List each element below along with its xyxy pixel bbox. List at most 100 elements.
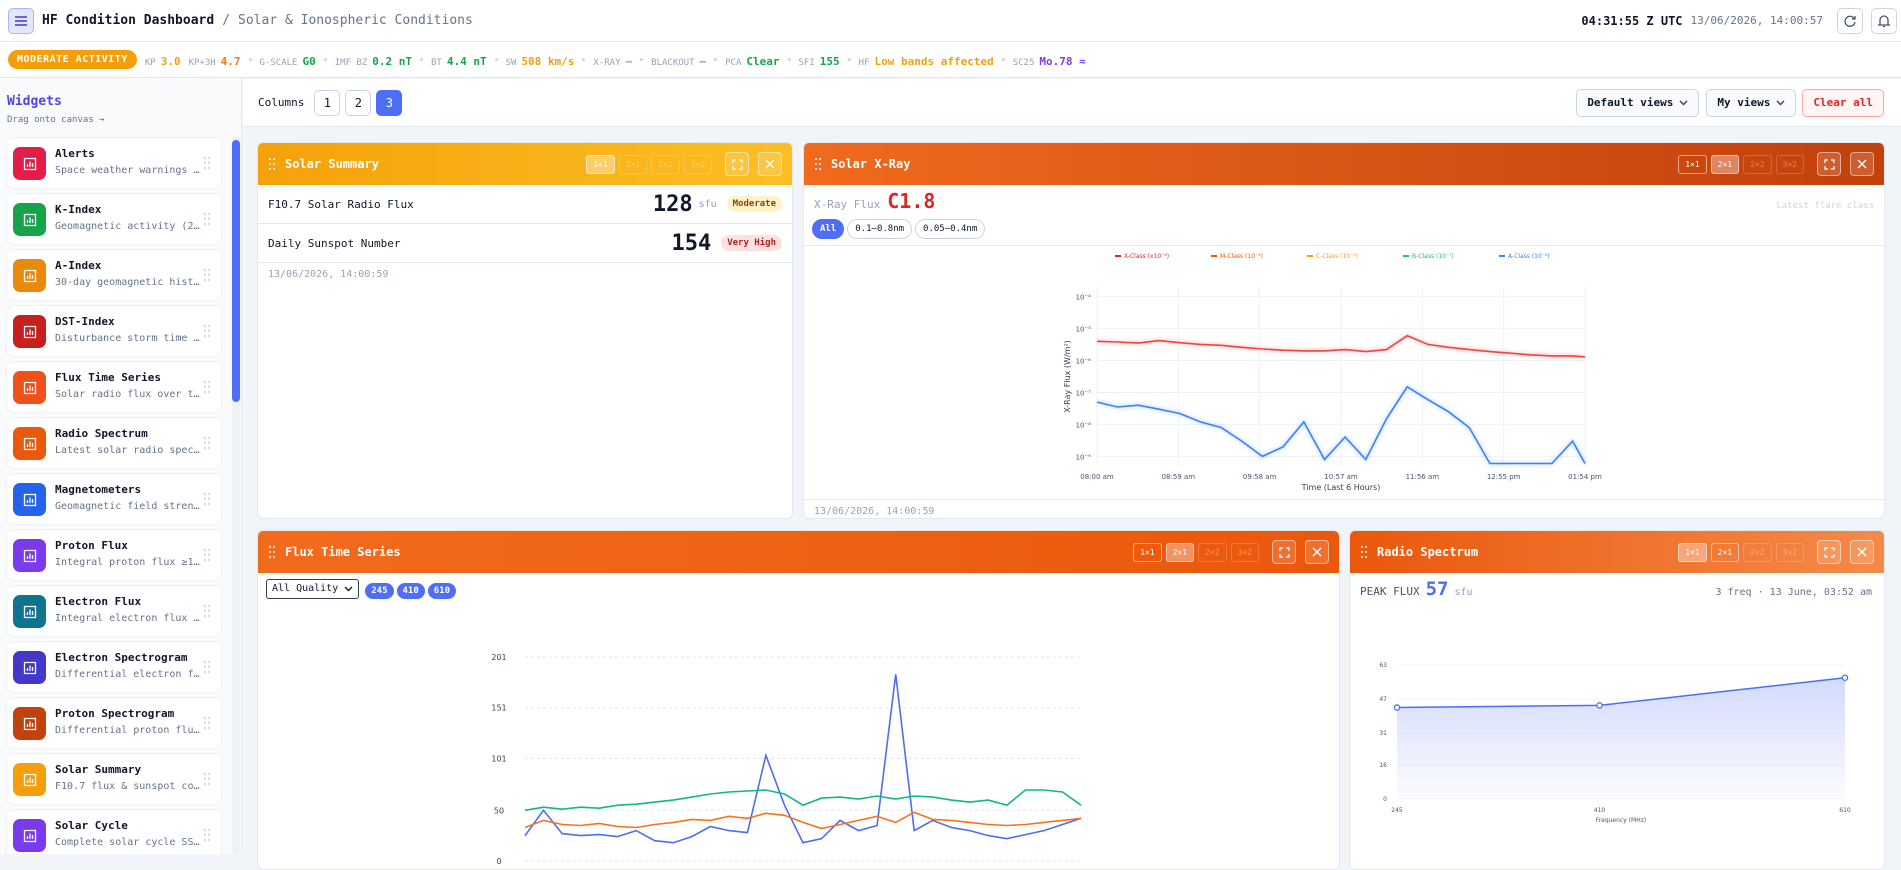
y-tick-label: 201 [491, 653, 506, 662]
widget-name: Proton Spectrogram [55, 707, 175, 720]
size-button: 3×2 [1230, 542, 1259, 562]
series-badge[interactable]: 245 [365, 583, 394, 599]
widget-card[interactable]: Electron Flux Integral electron flux … [6, 585, 222, 637]
close-button[interactable] [758, 152, 782, 176]
status-item: HF Low bands affected [859, 50, 994, 69]
filter-pill[interactable]: 0.05–0.4nm [915, 219, 986, 239]
grip-dot [203, 161, 207, 165]
grip-dot [203, 726, 207, 730]
grip-dot [203, 833, 207, 837]
filter-pill[interactable]: All [812, 219, 845, 239]
status-value: Clear [746, 55, 780, 68]
solar-summary-widget: Solar Summary 1×1 2×1 2×2 3×2 F10.7 Solar Rad… [257, 142, 793, 519]
filter-pill[interactable]: 0.1–0.8nm [847, 219, 913, 239]
grip-dot [207, 436, 211, 440]
widget-card[interactable]: A-Index 30-day geomagnetic hist… [6, 249, 222, 301]
column-button[interactable]: 3 [376, 89, 403, 116]
widget-sidebar: Widgets Drag onto canvas → Alerts Space w… [0, 78, 242, 854]
glyph-shape [23, 549, 36, 562]
expand-button[interactable] [1272, 540, 1296, 564]
widget-card[interactable]: DST-Index Disturbance storm time … [6, 305, 222, 357]
expand-button[interactable] [1817, 540, 1841, 564]
widget-icon [13, 651, 46, 684]
flux-class: C1.8 [887, 189, 936, 213]
views-dropdown[interactable]: My views [1706, 88, 1797, 117]
grip-dot [207, 324, 211, 328]
widget-icon [13, 315, 46, 348]
x-tick-label: 610 [1839, 807, 1851, 814]
y-tick-label: 151 [491, 704, 506, 713]
widget-card[interactable]: Solar Cycle Complete solar cycle SS… [6, 809, 222, 854]
size-button[interactable]: 2×1 [1165, 542, 1195, 562]
y-tick-label: 16 [1379, 762, 1387, 769]
row-badge: Very High [721, 235, 782, 251]
widget-description: Integral electron flux … [55, 613, 200, 624]
x-tick-label: 12:55 pm [1487, 473, 1521, 481]
expand-button[interactable] [1817, 152, 1841, 176]
grip-dot [207, 268, 211, 272]
status-label: KP+3H [188, 58, 216, 68]
scrollbar-thumb[interactable] [232, 140, 240, 402]
glyph-shape [23, 325, 36, 338]
widget-name: Flux Time Series [55, 371, 161, 384]
size-button[interactable]: 1×1 [1678, 154, 1707, 174]
flux-readout: X-Ray Flux C1.8 Latest flare class [804, 185, 1884, 213]
series-badge[interactable]: 610 [427, 583, 457, 599]
widget-card[interactable]: Proton Flux Integral proton flux ≥1… [6, 529, 222, 581]
size-buttons: 1×1 2×1 2×2 3×2 [1133, 542, 1259, 562]
widget-card[interactable]: Magnetometers Geomagnetic field stren… [6, 473, 222, 525]
glyph-shape [23, 605, 36, 618]
grip-dot [203, 380, 207, 384]
grip-dot [203, 324, 207, 328]
chevron-icon [344, 586, 353, 591]
legend-label: A-Class (10⁻⁸) [1508, 253, 1550, 260]
series-badge[interactable]: 410 [396, 583, 425, 599]
grip-dot [207, 222, 211, 226]
grip-dot [207, 212, 211, 216]
close-button[interactable] [1850, 152, 1874, 176]
drag-handle [203, 156, 211, 170]
size-button[interactable]: 1×1 [1678, 542, 1707, 562]
widget-glyph [23, 437, 36, 450]
summary-row: F10.7 Solar Radio Flux 128 sfu Moderate [258, 185, 792, 224]
flux-label: X-Ray Flux [814, 198, 881, 211]
glyph-shape [23, 213, 36, 226]
flux-controls: All Quality 245 410 610 [258, 573, 1339, 599]
widget-card[interactable]: Alerts Space weather warnings … [6, 137, 222, 189]
expand-button[interactable] [725, 152, 749, 176]
notifications-button[interactable] [1871, 7, 1897, 34]
grip-dot [203, 329, 207, 333]
views-dropdown[interactable]: Default views [1576, 88, 1700, 117]
widget-card[interactable]: Electron Spectrogram Differential electro… [6, 641, 222, 693]
size-button[interactable]: 1×1 [1133, 542, 1162, 562]
menu-button[interactable] [8, 7, 34, 34]
widget-card[interactable]: Proton Spectrogram Differential proton fl… [6, 697, 222, 749]
widget-header: Solar Summary 1×1 2×1 2×2 3×2 [258, 143, 792, 185]
close-button[interactable] [1850, 540, 1874, 564]
size-button[interactable]: 1×1 [586, 154, 615, 174]
status-item: X-RAY — [593, 50, 632, 69]
x-tick-label: 245 [1391, 807, 1403, 814]
column-button[interactable]: 2 [345, 89, 372, 116]
column-button[interactable]: 1 [314, 89, 341, 116]
size-buttons: 1×1 2×1 2×2 3×2 [1678, 542, 1804, 562]
close-button[interactable] [1305, 540, 1329, 564]
clear-all-button[interactable]: Clear all [1802, 88, 1884, 117]
quality-select[interactable]: All Quality [266, 578, 360, 599]
widget-card[interactable]: Solar Summary F10.7 flux & sunspot co… [6, 753, 222, 805]
separator-dot [787, 58, 791, 61]
size-button[interactable]: 2×1 [1710, 542, 1740, 562]
refresh-button[interactable] [1837, 7, 1863, 34]
row-value: 154 [671, 230, 712, 256]
grip-dot [272, 157, 276, 161]
widget-card[interactable]: K-Index Geomagnetic activity (2… [6, 193, 222, 245]
widget-card[interactable]: Flux Time Series Solar radio flux over t… [6, 361, 222, 413]
flux-note: Latest flare class [1776, 201, 1874, 211]
app-title: HF Condition Dashboard [42, 13, 215, 28]
grip-dot [207, 670, 211, 674]
activity-badge: MODERATE ACTIVITY [8, 50, 137, 69]
size-button[interactable]: 2×1 [1710, 154, 1740, 174]
widget-card[interactable]: Radio Spectrum Latest solar radio spec… [6, 417, 222, 469]
grip-dot [207, 838, 211, 842]
